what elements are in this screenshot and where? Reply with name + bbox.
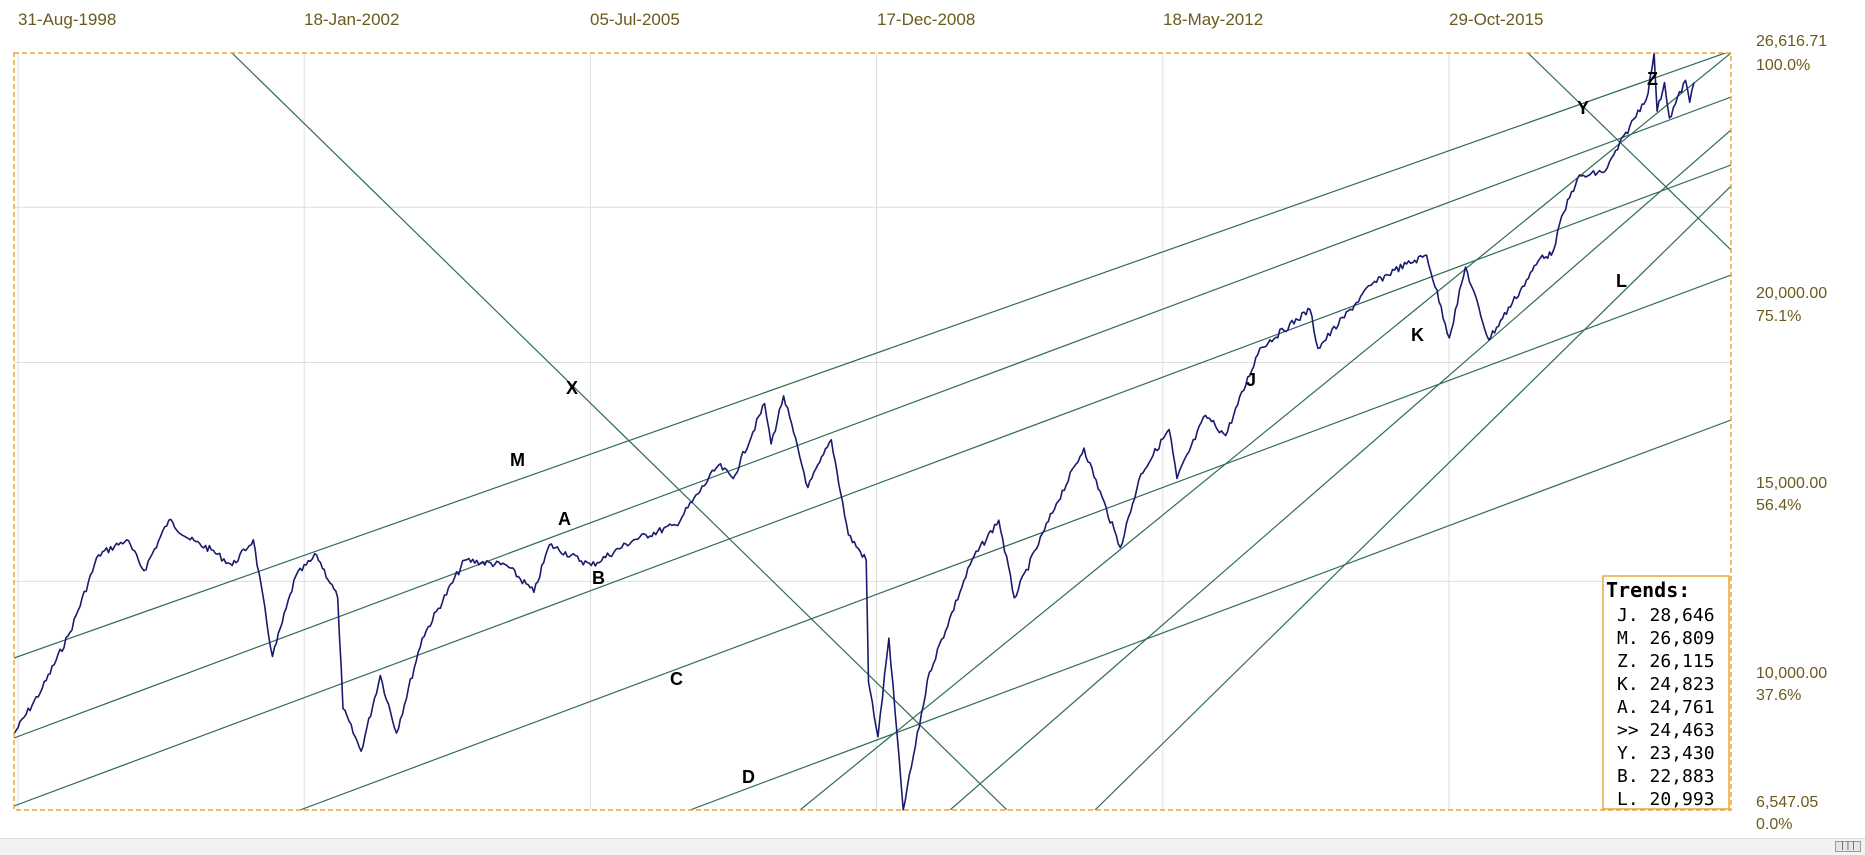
x-tick-label: 31-Aug-1998	[18, 10, 116, 29]
trendline-label-y: Y	[1577, 98, 1589, 118]
grid-lines	[14, 53, 1731, 810]
trendline	[689, 419, 1731, 810]
trendline-label-x: X	[566, 378, 578, 398]
trendline	[1094, 185, 1731, 810]
y-tick-pct: 0.0%	[1756, 816, 1792, 833]
legend-box	[1602, 575, 1730, 810]
legend-row: K. 24,823	[1617, 674, 1715, 695]
trendline-label-d: D	[742, 767, 755, 787]
y-tick-pct: 37.6%	[1756, 687, 1801, 704]
legend-row: B. 22,883	[1617, 766, 1715, 787]
x-tick-label: 05-Jul-2005	[590, 10, 680, 29]
trendline-label-z: Z	[1647, 69, 1658, 89]
y-tick-pct: 75.1%	[1756, 308, 1801, 325]
y-tick-price: 6,547.05	[1756, 794, 1818, 811]
price-line	[13, 52, 1695, 811]
trendline	[1527, 53, 1731, 251]
legend-row: Z. 26,115	[1617, 651, 1715, 672]
scrollbar-thumb-grip-icon[interactable]: |||	[1835, 841, 1861, 852]
trendline-label-c: C	[670, 669, 683, 689]
trendline-labels: M A B C D X J K L Y Z	[510, 69, 1658, 787]
legend-row: >> 24,463	[1617, 720, 1715, 741]
legend-row: A. 24,761	[1617, 697, 1715, 718]
trendline	[14, 164, 1731, 807]
trendline-label-k: K	[1411, 325, 1424, 345]
trendline	[949, 129, 1731, 810]
y-tick-price: 10,000.00	[1756, 665, 1827, 682]
plot-frame	[13, 52, 1732, 811]
x-axis-labels: 31-Aug-1998 18-Jan-2002 05-Jul-2005 17-D…	[18, 10, 1544, 29]
legend-row: J. 28,646	[1617, 605, 1715, 626]
x-tick-label: 18-May-2012	[1163, 10, 1263, 29]
legend-title: Trends:	[1606, 578, 1690, 602]
price-series	[13, 52, 1695, 811]
trendline	[799, 53, 1731, 810]
trendline-label-a: A	[558, 509, 571, 529]
x-tick-label: 18-Jan-2002	[304, 10, 399, 29]
trendline-label-m: M	[510, 450, 525, 470]
trendline-label-l: L	[1616, 271, 1627, 291]
trendline	[299, 274, 1731, 810]
trendline-label-b: B	[592, 568, 605, 588]
legend-row: Y. 23,430	[1617, 743, 1715, 764]
x-tick-label: 29-Oct-2015	[1449, 10, 1544, 29]
horizontal-scrollbar[interactable]: |||	[0, 838, 1865, 855]
y-tick-price: 26,616.71	[1756, 33, 1827, 50]
legend-row: M. 26,809	[1617, 628, 1715, 649]
x-tick-label: 17-Dec-2008	[877, 10, 975, 29]
y-tick-pct: 100.0%	[1756, 57, 1810, 74]
y-tick-pct: 56.4%	[1756, 497, 1801, 514]
trendline-label-j: J	[1246, 370, 1256, 390]
legend-row: L. 20,993	[1617, 789, 1715, 810]
y-tick-price: 15,000.00	[1756, 475, 1827, 492]
y-axis-labels: 26,616.71 100.0% 20,000.00 75.1% 15,000.…	[1756, 33, 1827, 833]
trendline	[14, 96, 1731, 739]
trendlines	[14, 53, 1731, 810]
trendline	[14, 53, 1728, 659]
y-tick-price: 20,000.00	[1756, 285, 1827, 302]
trendline	[231, 53, 1008, 810]
